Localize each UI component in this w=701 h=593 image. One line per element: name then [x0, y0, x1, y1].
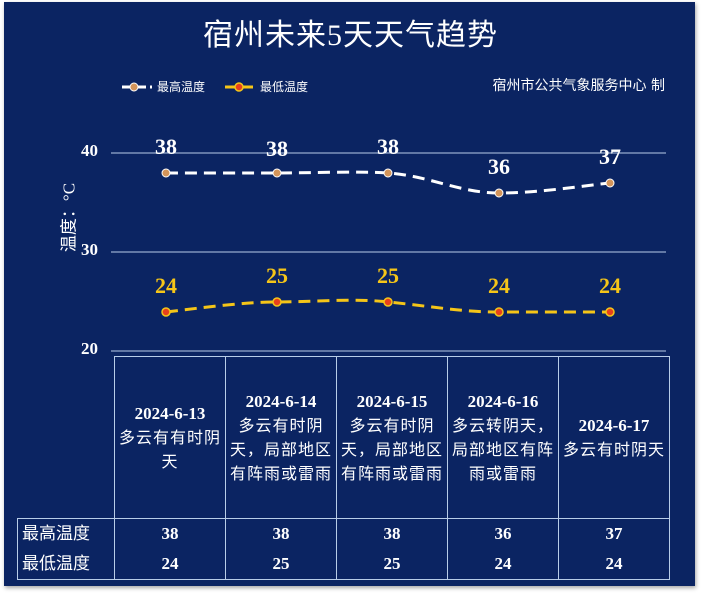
- high-line-marker-icon: [122, 82, 152, 91]
- table-row-description: 2024-6-13 多云有有时阴天 2024-6-14 多云有时阴天，局部地区有…: [17, 356, 670, 519]
- low-value: 24: [558, 549, 670, 580]
- low-line-marker-icon: [225, 81, 256, 92]
- chart-title: 宿州未来5天天气趋势: [203, 19, 498, 52]
- low-label: 24: [599, 273, 621, 298]
- day-cell: 2024-6-16 多云转阴天，局部地区有阵雨或雷雨: [447, 356, 559, 519]
- day-cell: 2024-6-17 多云有时阴天: [558, 356, 670, 519]
- table-row-high: 最高温度 38 38 38 36 37: [17, 518, 670, 549]
- day-weather: 多云有时阴天: [563, 439, 666, 459]
- low-marker: [494, 307, 504, 317]
- high-marker: [494, 188, 504, 198]
- low-marker: [383, 297, 393, 307]
- low-value: 25: [225, 549, 337, 580]
- y-tick-40: 40: [81, 141, 98, 160]
- table-row-low: 最低温度 24 25 25 24 24: [17, 549, 670, 580]
- high-series-line: [166, 170, 611, 195]
- day-weather: 多云转阴天，局部地区有阵雨或雷雨: [452, 415, 555, 483]
- high-label: 38: [266, 136, 288, 161]
- high-data-labels: 38 38 38 36 37: [155, 134, 621, 179]
- legend: 最高温度 最低温度: [120, 78, 308, 95]
- y-tick-30: 30: [81, 240, 98, 259]
- empty-corner-cell: [17, 356, 115, 519]
- legend-high-label: 最高温度: [157, 80, 206, 94]
- high-value: 38: [336, 518, 448, 549]
- day-cell: 2024-6-14 多云有时阴天，局部地区有阵雨或雷雨: [225, 356, 337, 519]
- high-value: 38: [225, 518, 337, 549]
- low-label: 24: [488, 273, 510, 298]
- low-value: 24: [114, 549, 226, 580]
- low-label: 24: [155, 273, 177, 298]
- high-label: 38: [377, 134, 399, 159]
- high-value: 38: [114, 518, 226, 549]
- row-label-low: 最低温度: [17, 549, 115, 580]
- day-cell: 2024-6-15 多云有时阴天，局部地区有阵雨或雷雨: [336, 356, 448, 519]
- high-label: 37: [599, 144, 621, 169]
- high-marker: [272, 168, 282, 178]
- day-cell: 2024-6-13 多云有有时阴天: [114, 356, 226, 519]
- day-weather: 多云有有时阴天: [119, 427, 222, 471]
- high-marker: [605, 178, 615, 188]
- low-series-markers: [161, 297, 615, 317]
- low-value: 24: [447, 549, 559, 580]
- low-value: 25: [336, 549, 448, 580]
- day-date: 2024-6-16: [467, 391, 539, 411]
- legend-item-high: 最高温度: [120, 78, 205, 95]
- day-date: 2024-6-17: [578, 415, 650, 435]
- high-value: 36: [447, 518, 559, 549]
- low-marker: [605, 307, 615, 317]
- legend-low-label: 最低温度: [260, 80, 309, 94]
- low-marker: [272, 297, 282, 307]
- credit-text: 宿州市公共气象服务中心 制: [492, 78, 665, 94]
- high-series-markers: [161, 168, 615, 198]
- low-data-labels: 24 25 25 24 24: [155, 263, 621, 298]
- row-label-high: 最高温度: [17, 518, 115, 549]
- high-marker: [161, 168, 171, 178]
- low-label: 25: [266, 263, 288, 288]
- day-weather: 多云有时阴天，局部地区有阵雨或雷雨: [230, 415, 333, 483]
- high-marker: [383, 168, 393, 178]
- low-label: 25: [377, 263, 399, 288]
- high-value: 37: [558, 518, 670, 549]
- high-label: 38: [155, 134, 177, 159]
- day-weather: 多云有时阴天，局部地区有阵雨或雷雨: [341, 415, 444, 483]
- y-tick-20: 20: [81, 339, 98, 358]
- low-marker: [161, 307, 171, 317]
- day-date: 2024-6-15: [356, 391, 428, 411]
- low-series-line: [165, 298, 610, 314]
- weather-table: 2024-6-13 多云有有时阴天 2024-6-14 多云有时阴天，局部地区有…: [17, 356, 670, 580]
- day-date: 2024-6-14: [245, 391, 317, 411]
- day-date: 2024-6-13: [134, 403, 206, 423]
- legend-item-low: 最低温度: [223, 78, 308, 95]
- high-label: 36: [488, 154, 510, 179]
